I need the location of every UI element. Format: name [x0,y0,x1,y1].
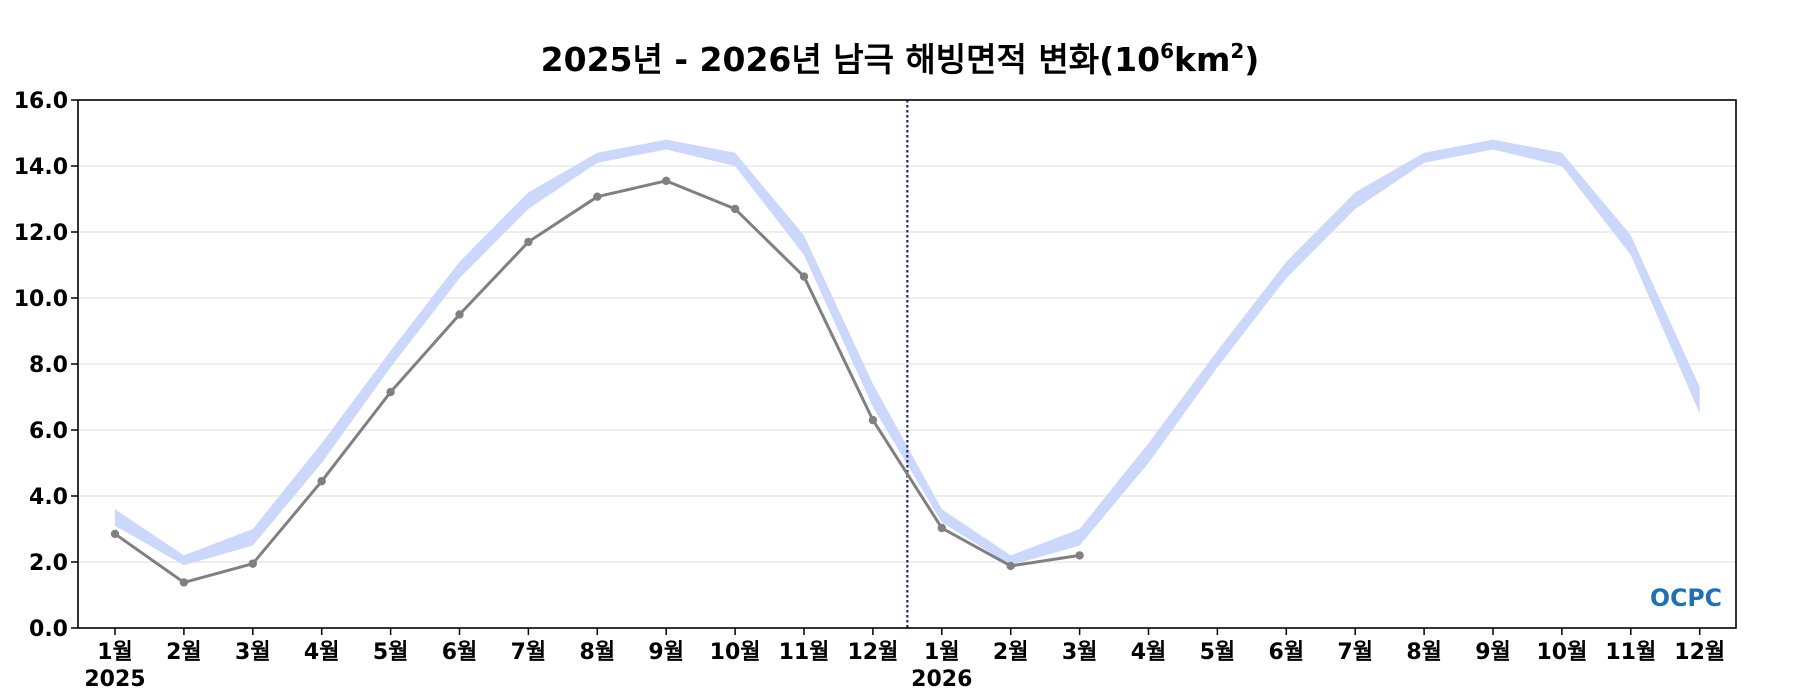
x-tick-label: 10월 [1536,640,1587,665]
title-end: ) [1244,40,1259,79]
x-tick-label: 7월 [1337,640,1373,665]
y-tick-label: 6.0 [29,419,68,444]
y-tick-label: 2.0 [29,551,68,576]
x-tick-label: 5월 [373,640,409,665]
title-sup-2: 2 [1230,39,1244,63]
y-tick-label: 10.0 [14,287,68,312]
x-axis: 1월 2월 3월 4월 5월 6월 7월 8월 9월 10월 11월 12월 1월 2월 3월 4월 5월 6월 7… [97,628,1725,665]
data-point [524,237,533,247]
title-sup-1: 6 [1160,39,1174,63]
data-point [937,523,946,533]
y-tick-label: 8.0 [29,353,68,378]
x-tick-label: 12월 [847,640,898,665]
x-tick-label: 10월 [710,640,761,665]
year-label: 2025 [84,667,145,692]
y-tick-label: 4.0 [29,485,68,510]
ocpc-logo: OCPC [1650,584,1722,612]
data-point [455,310,464,319]
year-labels: 2025 2026 [84,667,972,692]
climatology-band [115,139,1700,566]
x-tick-label: 7월 [511,640,547,665]
x-tick-label: 2월 [166,640,202,665]
data-point [248,559,257,568]
x-tick-label: 3월 [235,640,271,665]
title-main: 2025년 - 2026년 남극 해빙면적 변화(10 [541,40,1160,79]
x-tick-label: 5월 [1200,640,1236,665]
data-point [1006,561,1015,571]
data-point [799,272,809,281]
data-point [386,387,395,397]
data-point [662,176,671,186]
y-tick-label: 16.0 [14,89,68,114]
title-mid: km [1174,40,1230,79]
y-axis: 0.0 2.0 4.0 6.0 8.0 10.0 12.0 14.0 16.0 [14,89,78,642]
y-tick-label: 14.0 [14,155,68,180]
y-tick-label: 12.0 [14,221,68,246]
x-tick-label: 3월 [1062,640,1098,665]
data-point [179,578,189,587]
x-tick-label: 9월 [648,640,684,665]
data-point [110,529,120,539]
x-tick-label: 4월 [304,640,340,665]
data-point [317,476,326,486]
year-label: 2026 [911,667,972,692]
data-point [1075,551,1084,560]
climatology-band-area [115,139,1700,566]
x-tick-label: 2월 [993,640,1029,665]
data-point [868,415,878,425]
x-tick-label: 8월 [580,640,616,665]
x-tick-label: 8월 [1406,640,1442,665]
x-tick-label: 1월 [97,640,133,665]
x-tick-label: 1월 [924,640,960,665]
x-tick-label: 12월 [1674,640,1725,665]
x-tick-label: 11월 [779,640,830,665]
x-tick-label: 6월 [1269,640,1305,665]
data-point [730,204,740,214]
observed-series [110,176,1084,587]
y-tick-label: 0.0 [29,617,68,642]
x-tick-label: 9월 [1475,640,1511,665]
x-tick-label: 11월 [1605,640,1656,665]
data-point [593,192,602,201]
chart-title: 2025년 - 2026년 남극 해빙면적 변화(106km2) [541,39,1260,79]
x-tick-label: 6월 [442,640,478,665]
logo-text: OCPC [1650,584,1722,612]
x-tick-label: 4월 [1131,640,1167,665]
